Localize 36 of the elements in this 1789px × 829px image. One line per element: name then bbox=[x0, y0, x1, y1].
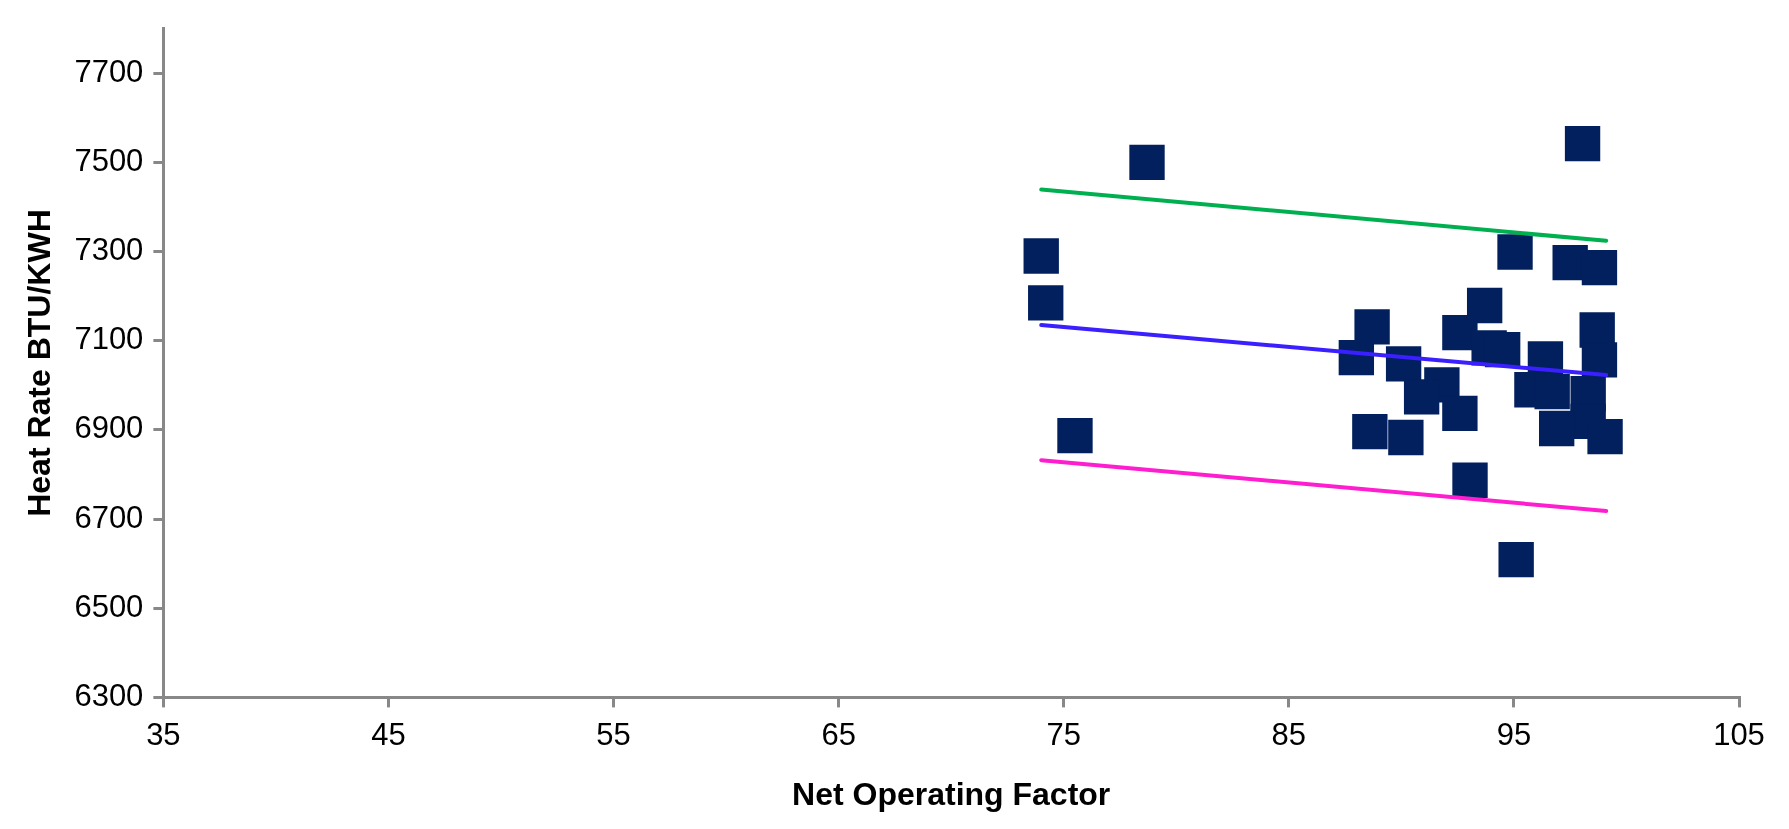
point bbox=[1403, 379, 1440, 415]
x-tick-label: 75 bbox=[1046, 716, 1081, 752]
point bbox=[1354, 309, 1390, 345]
x-axis-title: Net Operating Factor bbox=[792, 775, 1111, 812]
x-tick-label: 35 bbox=[146, 716, 181, 752]
y-tick-label: 7300 bbox=[74, 232, 144, 268]
y-tick-label: 6500 bbox=[74, 588, 144, 624]
point bbox=[1587, 418, 1623, 455]
x-tick-label: 95 bbox=[1496, 716, 1532, 752]
point bbox=[1452, 462, 1488, 498]
y-tick-label: 7500 bbox=[74, 142, 144, 178]
point bbox=[1388, 419, 1424, 456]
x-tick-label: 45 bbox=[371, 716, 406, 752]
point bbox=[1497, 234, 1533, 270]
point bbox=[1539, 410, 1575, 447]
x-tick-label: 55 bbox=[596, 716, 631, 752]
point bbox=[1581, 249, 1618, 286]
point bbox=[1028, 285, 1064, 321]
y-tick-label: 7700 bbox=[74, 53, 144, 89]
x-tick-label: 85 bbox=[1271, 716, 1307, 752]
point bbox=[1498, 541, 1534, 578]
point bbox=[1564, 125, 1601, 162]
point bbox=[1023, 238, 1059, 274]
y-tick-label: 6300 bbox=[74, 677, 144, 713]
point bbox=[1534, 373, 1570, 410]
point bbox=[1352, 413, 1388, 450]
x-tick-label: 65 bbox=[821, 716, 856, 752]
y-axis-title: Heat Rate BTU/KWH bbox=[21, 209, 58, 517]
point bbox=[1057, 418, 1093, 454]
y-tick-label: 6900 bbox=[74, 410, 144, 446]
point bbox=[1466, 287, 1503, 324]
point bbox=[1129, 144, 1165, 181]
point bbox=[1442, 395, 1478, 432]
y-tick-label: 6700 bbox=[74, 499, 144, 535]
x-tick-label: 105 bbox=[1713, 716, 1765, 752]
y-tick-label: 7100 bbox=[74, 321, 144, 357]
